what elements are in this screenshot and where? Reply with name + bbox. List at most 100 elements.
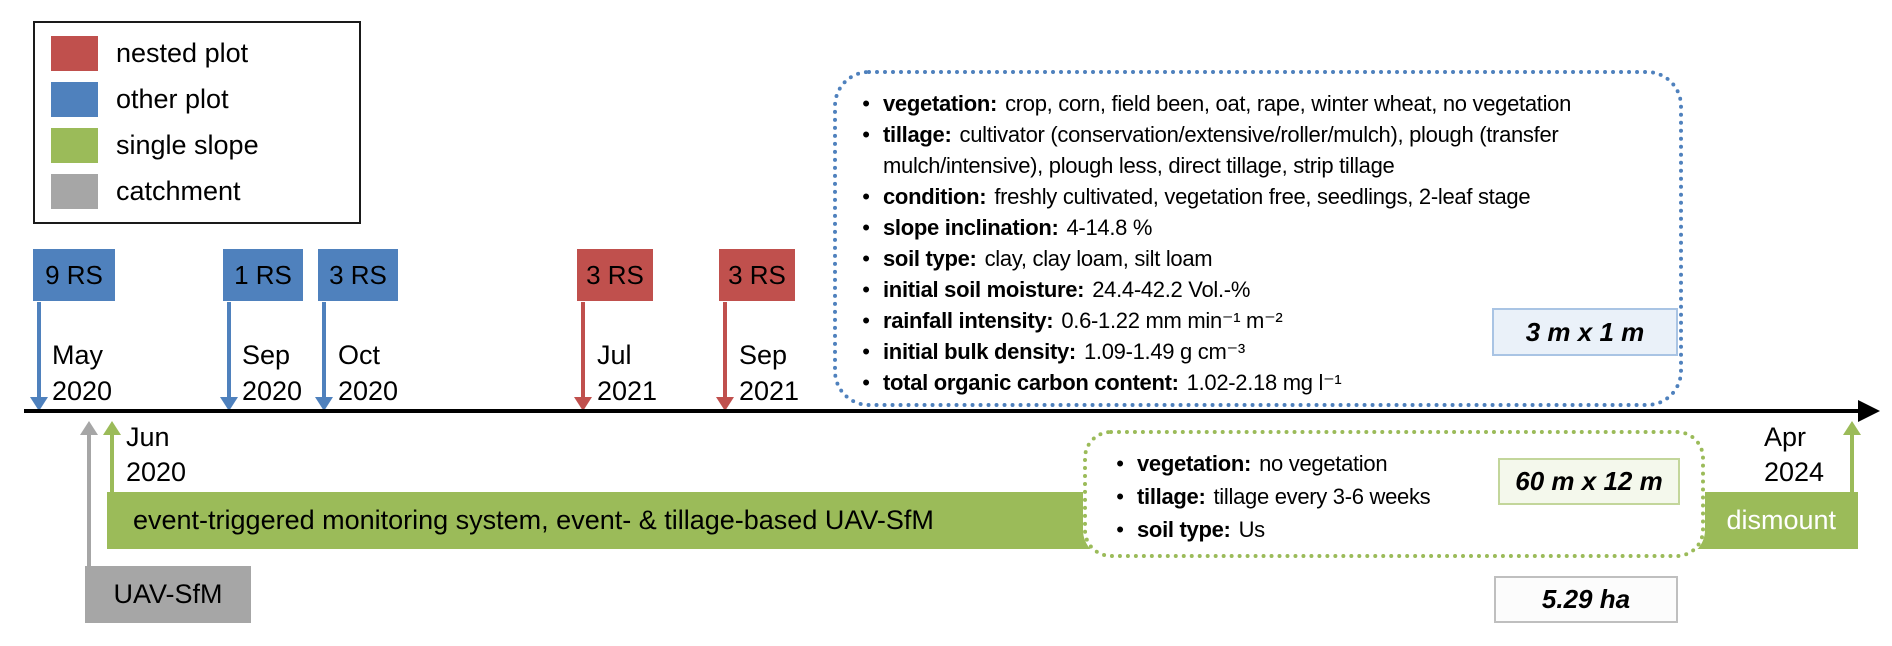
timeline-end-label: Apr 2024 (1764, 420, 1824, 490)
spec-text: total organic carbon content: 1.02-2.18 m… (883, 367, 1663, 398)
timeline-start-label: Jun 2020 (126, 420, 186, 490)
event-flag-3rs-sep2021: 3 RS (719, 249, 795, 301)
spec-label: vegetation: (883, 91, 998, 116)
catchment-swatch-icon (51, 174, 98, 209)
spec-value: 1.09-1.49 g cm⁻³ (1083, 339, 1245, 364)
spec-item-tillage: tillage:cultivator (conservation/extensi… (849, 119, 1663, 181)
spec-label: initial bulk density: (883, 339, 1076, 364)
catchment-size-label: 5.29 ha (1541, 584, 1631, 614)
spec-item-vegetation: vegetation: no vegetation (1103, 447, 1503, 480)
legend-label: nested plot (116, 38, 249, 68)
spec-text: initial soil moisture: 24.4-42.2 Vol.-% (883, 274, 1663, 305)
spec-text: rainfall intensity: 0.6-1.22 mm min⁻¹ m⁻² (883, 305, 1663, 336)
event-month: Oct (338, 340, 381, 370)
event-date: Oct 2020 (338, 337, 398, 409)
dismount-label: dismount (1726, 505, 1836, 535)
slope-specs-list: vegetation:no vegetation tillage:tillage… (1103, 447, 1503, 546)
spec-value: 4-14.8 % (1066, 215, 1153, 240)
spec-label: initial soil moisture: (883, 277, 1085, 302)
spec-item-slope-inclination: slope inclination: 4-14.8 % (849, 212, 1663, 243)
spec-value: 24.4-42.2 Vol.-% (1092, 277, 1251, 302)
spec-value: 0.6-1.22 mm min⁻¹ m⁻² (1061, 308, 1283, 333)
spec-value: cultivator (conservation/extensive/rolle… (883, 122, 1559, 178)
spec-text: condition: freshly cultivated, vegetation… (883, 181, 1663, 212)
spec-value: crop, corn, field been, oat, rape, winte… (1005, 91, 1572, 116)
end-year: 2024 (1764, 457, 1825, 487)
spec-item-rainfall-intensity: rainfall intensity: 0.6-1.22 mm min⁻¹ m⁻² (849, 305, 1663, 336)
spec-value: Us (1238, 517, 1266, 542)
event-date: May 2020 (52, 337, 112, 409)
down-arrow-icon (581, 302, 585, 398)
spec-item-initial-bulk-density: initial bulk density: 1.09-1.49 g cm⁻³ (849, 336, 1663, 367)
monitoring-bar-label: event-triggered monitoring system, event… (133, 505, 934, 535)
spec-label: tillage: (883, 122, 952, 147)
spec-label: slope inclination: (883, 215, 1059, 240)
spec-item-condition: condition: freshly cultivated, vegetation… (849, 181, 1663, 212)
spec-text: vegetation: crop, corn, field been, oat, … (883, 88, 1663, 119)
plot-specs-list: vegetation: crop, corn, field been, oat, … (849, 88, 1663, 398)
spec-item-soil-type: soil type: clay, clay loam, silt loam (849, 243, 1663, 274)
event-flag-3rs-jul2021: 3 RS (577, 249, 653, 301)
up-arrow-slope-end-icon (1850, 434, 1854, 492)
spec-item-organic-carbon: total organic carbon content: 1.02-2.18 m… (849, 367, 1663, 398)
event-flag-9rs-may2020: 9 RS (33, 249, 115, 301)
event-date: Sep 2021 (739, 337, 799, 409)
single-slope-swatch-icon (51, 128, 98, 163)
spec-label: soil type: (1137, 517, 1231, 542)
down-arrow-icon (227, 302, 231, 398)
spec-label: total organic carbon content: (883, 370, 1179, 395)
spec-value: clay, clay loam, silt loam (984, 246, 1213, 271)
legend-item-other-plot: other plot (51, 82, 343, 117)
legend-item-nested-plot: nested plot (51, 36, 343, 71)
event-flag-3rs-oct2020: 3 RS (318, 249, 398, 301)
legend-item-catchment: catchment (51, 174, 343, 209)
event-year: 2020 (242, 376, 303, 406)
spec-text: initial bulk density: 1.09-1.49 g cm⁻³ (883, 336, 1663, 367)
legend-label: other plot (116, 84, 229, 114)
spec-item-tillage: tillage: tillage every 3-6 weeks (1103, 480, 1503, 513)
end-month: Apr (1764, 422, 1807, 452)
catchment-size-box: 5.29 ha (1494, 576, 1678, 623)
legend: nested plot other plot single slope catc… (33, 21, 361, 224)
down-arrow-icon (37, 302, 41, 398)
plot-size-box: 3 m x 1 m (1492, 308, 1678, 356)
event-month: May (52, 340, 104, 370)
event-month: Jul (597, 340, 632, 370)
down-arrow-icon (723, 302, 727, 398)
down-arrow-icon (322, 302, 326, 398)
nested-plot-swatch-icon (51, 36, 98, 71)
spec-label: rainfall intensity: (883, 308, 1054, 333)
start-year: 2020 (126, 457, 187, 487)
up-arrow-catchment-icon (87, 434, 91, 566)
uav-sfm-bar: UAV-SfM (85, 566, 251, 623)
event-year: 2021 (597, 376, 658, 406)
up-arrow-slope-icon (110, 434, 114, 492)
plot-specs-box: vegetation: crop, corn, field been, oat, … (833, 70, 1683, 407)
legend-item-single-slope: single slope (51, 128, 343, 163)
event-month: Sep (739, 340, 788, 370)
event-year: 2021 (739, 376, 800, 406)
spec-text: slope inclination: 4-14.8 % (883, 212, 1663, 243)
plot-size-label: 3 m x 1 m (1525, 316, 1645, 347)
spec-text: vegetation: no vegetation (1137, 447, 1503, 480)
spec-item-initial-soil-moisture: initial soil moisture: 24.4-42.2 Vol.-% (849, 274, 1663, 305)
spec-value: no vegetation (1259, 451, 1388, 476)
event-year: 2020 (338, 376, 399, 406)
legend-label: catchment (116, 176, 241, 206)
spec-text: soil type: Us (1137, 513, 1503, 546)
timeline-axis (24, 409, 1860, 413)
spec-value: tillage every 3-6 weeks (1213, 484, 1431, 509)
legend-label: single slope (116, 130, 259, 160)
start-month: Jun (126, 422, 170, 452)
spec-text: soil type: clay, clay loam, silt loam (883, 243, 1663, 274)
event-flag-1rs-sep2020: 1 RS (223, 249, 303, 301)
spec-text: tillage:cultivator (conservation/extensi… (883, 119, 1663, 181)
slope-size-box: 60 m x 12 m (1498, 458, 1680, 505)
spec-value: freshly cultivated, vegetation free, see… (994, 184, 1531, 209)
uav-sfm-label: UAV-SfM (113, 579, 223, 609)
spec-item-soil-type: soil type: Us (1103, 513, 1503, 546)
spec-item-vegetation: vegetation: crop, corn, field been, oat, … (849, 88, 1663, 119)
spec-label: tillage: (1137, 484, 1206, 509)
event-month: Sep (242, 340, 291, 370)
